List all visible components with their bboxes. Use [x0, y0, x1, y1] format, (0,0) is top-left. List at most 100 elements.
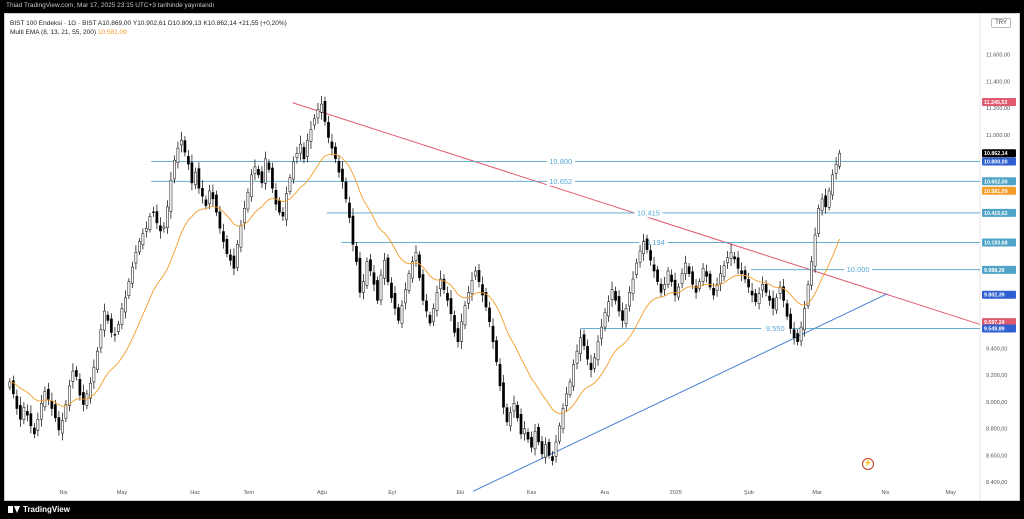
candle-body [54, 404, 57, 419]
candle-body [470, 280, 474, 294]
candle-body [442, 278, 446, 290]
price-tag-bg [982, 186, 1016, 195]
candle-body [390, 282, 393, 298]
candle-body [481, 284, 484, 296]
candle-body [698, 281, 701, 289]
footer-bar: TradingView [0, 501, 1024, 519]
candle-body [617, 296, 621, 312]
candle-body [684, 262, 687, 274]
tradingview-logo-icon [8, 506, 20, 513]
candle-body [243, 208, 246, 224]
candle-body [540, 441, 544, 455]
candle-body [663, 284, 666, 290]
ema-legend-value: 10.581,09 [97, 29, 127, 36]
price-chart[interactable]: 11.600,00 11.400,00 11.200,00 11.000,00 9.40… [5, 14, 1019, 500]
candle-body [50, 400, 54, 409]
x-tick-label: Haz [190, 490, 200, 496]
price-tag-label: 10.652,00 [984, 179, 1008, 185]
currency-button[interactable]: TRY [991, 18, 1011, 28]
y-tick-label: 9.000,00 [986, 400, 1007, 406]
candle-body [404, 289, 407, 304]
candle-body [582, 334, 586, 347]
candle-body [278, 200, 281, 213]
candle-body [498, 363, 502, 387]
candle-body [411, 261, 414, 279]
level-label: 10.652 [549, 177, 572, 186]
candle-body [771, 298, 775, 309]
candle-body [421, 274, 425, 301]
candle-body [575, 350, 579, 364]
candle-body [190, 162, 194, 184]
candle-body [502, 382, 505, 408]
chart-frame[interactable]: 11.600,00 11.400,00 11.200,00 11.000,00 9.40… [4, 13, 1020, 501]
candle-body [642, 241, 645, 255]
candle-body [351, 215, 355, 245]
support-trendline [472, 293, 888, 492]
candle-body [673, 279, 677, 296]
candle-body [316, 109, 320, 119]
candle-body [323, 101, 327, 122]
candle-body [544, 444, 547, 458]
price-tag-bg [982, 177, 1016, 186]
candle-body [138, 241, 141, 253]
candle-body [29, 413, 33, 427]
candle-body [117, 324, 120, 332]
candle-body [547, 441, 551, 456]
candle-body [719, 273, 722, 284]
candle-body [782, 286, 785, 301]
candle-body [246, 191, 250, 210]
candle-body [607, 301, 610, 317]
candle-body [96, 350, 99, 370]
x-tick-label: Mar [812, 490, 822, 496]
candle-body [75, 370, 78, 377]
candle-body [558, 425, 561, 442]
candle-body [670, 274, 673, 282]
candle-body [509, 412, 512, 427]
candle-body [327, 122, 330, 138]
candle-body [743, 270, 747, 280]
candle-body [33, 427, 36, 435]
candle-body [537, 427, 540, 443]
candle-body [274, 189, 278, 205]
flash-icon[interactable]: ⚡ [862, 458, 874, 470]
candle-body [281, 212, 285, 217]
candle-body [435, 292, 439, 311]
candle-body [768, 295, 771, 301]
candle-body [603, 312, 607, 328]
candle-body [799, 326, 803, 342]
candle-body [295, 153, 299, 158]
level-label-bg [761, 323, 790, 333]
candle-body [82, 392, 85, 405]
candle-body [257, 169, 260, 176]
price-tag-label: 10.800,00 [984, 160, 1008, 166]
candle-body [418, 254, 421, 278]
candle-body [715, 284, 719, 291]
candle-body [491, 325, 495, 343]
price-tag-bg [982, 265, 1016, 274]
candle-body [155, 211, 159, 224]
candle-body [796, 333, 799, 343]
candle-body [803, 308, 806, 331]
candle-body [201, 187, 204, 197]
x-tick-label: Şub [744, 490, 754, 496]
candle-body [628, 292, 631, 307]
candle-body [778, 286, 782, 294]
candle-body [344, 181, 348, 200]
price-tag-label: 9.549,89 [984, 326, 1005, 332]
candle-body [250, 174, 253, 197]
candle-body [806, 284, 810, 306]
candle-body [712, 287, 715, 296]
tradingview-logo: TradingView [8, 505, 70, 514]
candle-body [838, 153, 841, 167]
candle-body [687, 266, 691, 274]
candle-body [432, 308, 435, 322]
candle-body [516, 404, 519, 419]
candle-body [813, 234, 817, 267]
candle-body [519, 414, 523, 435]
candle-body [810, 261, 813, 286]
candle-body [775, 297, 778, 311]
candle-body [78, 379, 82, 396]
candle-body [15, 396, 19, 409]
ema-legend-label: Multi EMA (8, 13, 21, 55, 200) [10, 29, 96, 36]
candle-body [764, 284, 768, 293]
